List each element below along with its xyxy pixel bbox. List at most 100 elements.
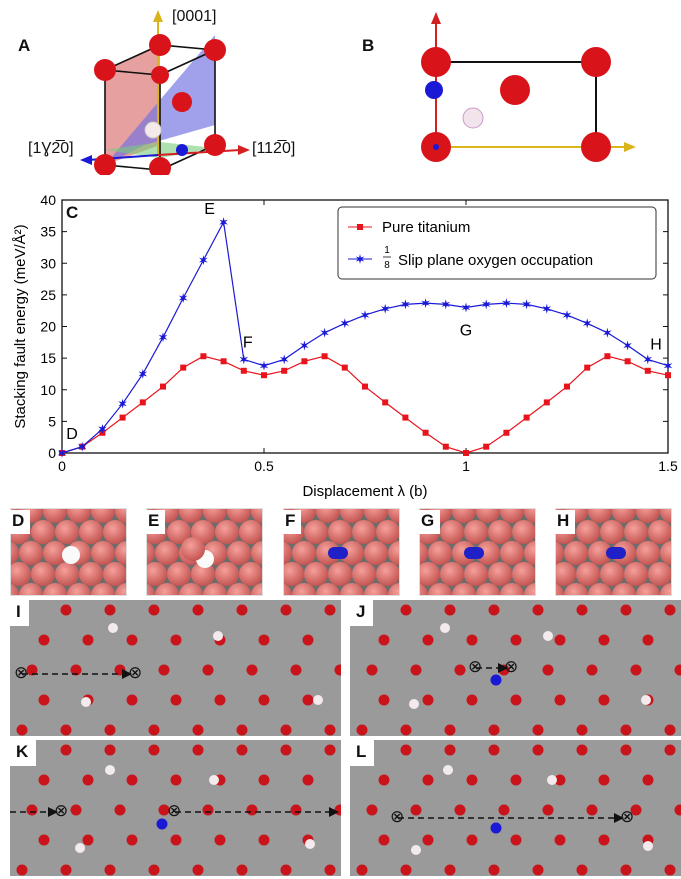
- data-point: [522, 299, 531, 310]
- data-point: [320, 327, 329, 338]
- data-point: [300, 340, 309, 351]
- data-point: [57, 448, 67, 458]
- data-point: [98, 424, 107, 434]
- data-point: [380, 303, 390, 314]
- data-point: [483, 443, 490, 450]
- panel-a-crystal: [80, 10, 250, 175]
- data-point: [604, 353, 611, 360]
- data-point: [402, 414, 409, 421]
- panel-j-dislocation: ⊗ ⊗ J: [350, 600, 681, 736]
- y-tick-label: 5: [48, 413, 56, 429]
- x-tick-label: 1.5: [658, 458, 678, 474]
- data-point: [340, 318, 350, 329]
- x-tick-label: 0.5: [254, 458, 274, 474]
- point-annotation-D: D: [66, 426, 78, 443]
- data-point: [643, 354, 653, 365]
- data-point: [118, 398, 127, 409]
- legend-entry-0: Pure titanium: [382, 219, 470, 236]
- y-tick-label: 30: [40, 255, 56, 271]
- data-point: [663, 360, 673, 371]
- data-point: [178, 293, 188, 303]
- dislocation-core-symbol: ⊗: [468, 657, 483, 677]
- data-point: [219, 217, 228, 228]
- data-point: [220, 358, 227, 365]
- data-point: [665, 372, 671, 379]
- dislocation-core-symbol: ⊗: [128, 663, 143, 683]
- panel-i-dislocation: ⊗ ⊗ I: [10, 600, 341, 736]
- data-point: [603, 327, 612, 338]
- panel-label-b: B: [362, 36, 375, 55]
- panel-label-l: L: [350, 740, 375, 766]
- data-point: [240, 367, 247, 374]
- data-point: [138, 368, 148, 379]
- panel-label-i: I: [10, 600, 29, 626]
- panel-label-g: G: [419, 510, 441, 534]
- data-point: [239, 354, 249, 365]
- data-point: [77, 441, 87, 452]
- panel-label-k: K: [10, 740, 37, 766]
- panel-label-a: A: [18, 36, 31, 55]
- panel-label-d: D: [10, 510, 31, 534]
- legend-entry-1: Slip plane oxygen occupation: [398, 252, 593, 269]
- data-point: [584, 364, 591, 371]
- x-tick-label: 1: [462, 458, 470, 474]
- data-point: [362, 383, 368, 390]
- data-point: [543, 399, 550, 406]
- axis-label-1-210: [1Ɣ2̅0]: [28, 140, 74, 157]
- data-point: [442, 443, 449, 450]
- y-tick-label: 20: [40, 319, 56, 335]
- dislocation-core-symbol: ⊗: [14, 663, 29, 683]
- panel-label-j: J: [350, 600, 374, 626]
- data-point: [523, 414, 530, 421]
- dislocation-core-symbol: ⊗: [390, 807, 405, 827]
- snapshot-g: [419, 508, 536, 596]
- data-point: [421, 298, 430, 309]
- vacancy-atom: [144, 121, 162, 139]
- dislocation-core-symbol: ⊗: [620, 807, 635, 827]
- data-point: [582, 318, 592, 329]
- data-point: [180, 364, 187, 371]
- oxygen-atom: [176, 144, 188, 156]
- panel-label-h: H: [555, 510, 576, 534]
- legend-marker-0: [357, 224, 363, 230]
- data-point: [158, 332, 168, 343]
- legend-marker-1: [355, 254, 365, 264]
- y-tick-label: 0: [48, 445, 56, 461]
- snapshot-e: [146, 508, 263, 596]
- y-axis-label: Stacking fault energy (meV/Å²): [12, 224, 29, 428]
- y-tick-label: 25: [40, 287, 56, 303]
- data-point: [199, 255, 208, 266]
- point-annotation-H: H: [650, 337, 662, 354]
- y-tick-label: 40: [40, 192, 56, 208]
- data-point: [624, 358, 631, 365]
- legend-box: [337, 206, 657, 280]
- y-tick-label: 10: [40, 382, 56, 398]
- stacking-fault-chart: 0 5 10 15 20 25 30 35 40 0 0.5 1 1.5 Displacement λ (…: [12, 192, 678, 500]
- point-annotation-E: E: [204, 201, 215, 218]
- data-point: [562, 310, 572, 321]
- data-point: [542, 303, 552, 314]
- data-point: [623, 340, 632, 351]
- x-tick-label: 0: [58, 458, 66, 474]
- dislocation-core-symbol: ⊗: [54, 801, 69, 821]
- data-point: [279, 354, 289, 365]
- data-point: [200, 353, 207, 360]
- legend-fraction-num: 1: [384, 245, 390, 256]
- data-point: [119, 414, 126, 421]
- legend-fraction-den: 8: [384, 260, 390, 271]
- data-point: [441, 299, 451, 310]
- panel-label-c: C: [66, 203, 79, 222]
- series-line-0: [61, 355, 669, 454]
- data-point: [321, 353, 328, 360]
- snapshot-f: [283, 508, 400, 596]
- data-point: [503, 429, 510, 436]
- panel-label-f: F: [283, 510, 302, 534]
- data-point: [564, 383, 570, 390]
- axis-label-11-20: [112̅0]: [252, 140, 296, 157]
- data-point: [481, 299, 491, 310]
- data-point: [341, 364, 348, 371]
- point-annotation-G: G: [460, 323, 472, 340]
- data-point: [463, 450, 469, 456]
- data-point: [422, 429, 429, 436]
- y-tick-label: 15: [40, 350, 56, 366]
